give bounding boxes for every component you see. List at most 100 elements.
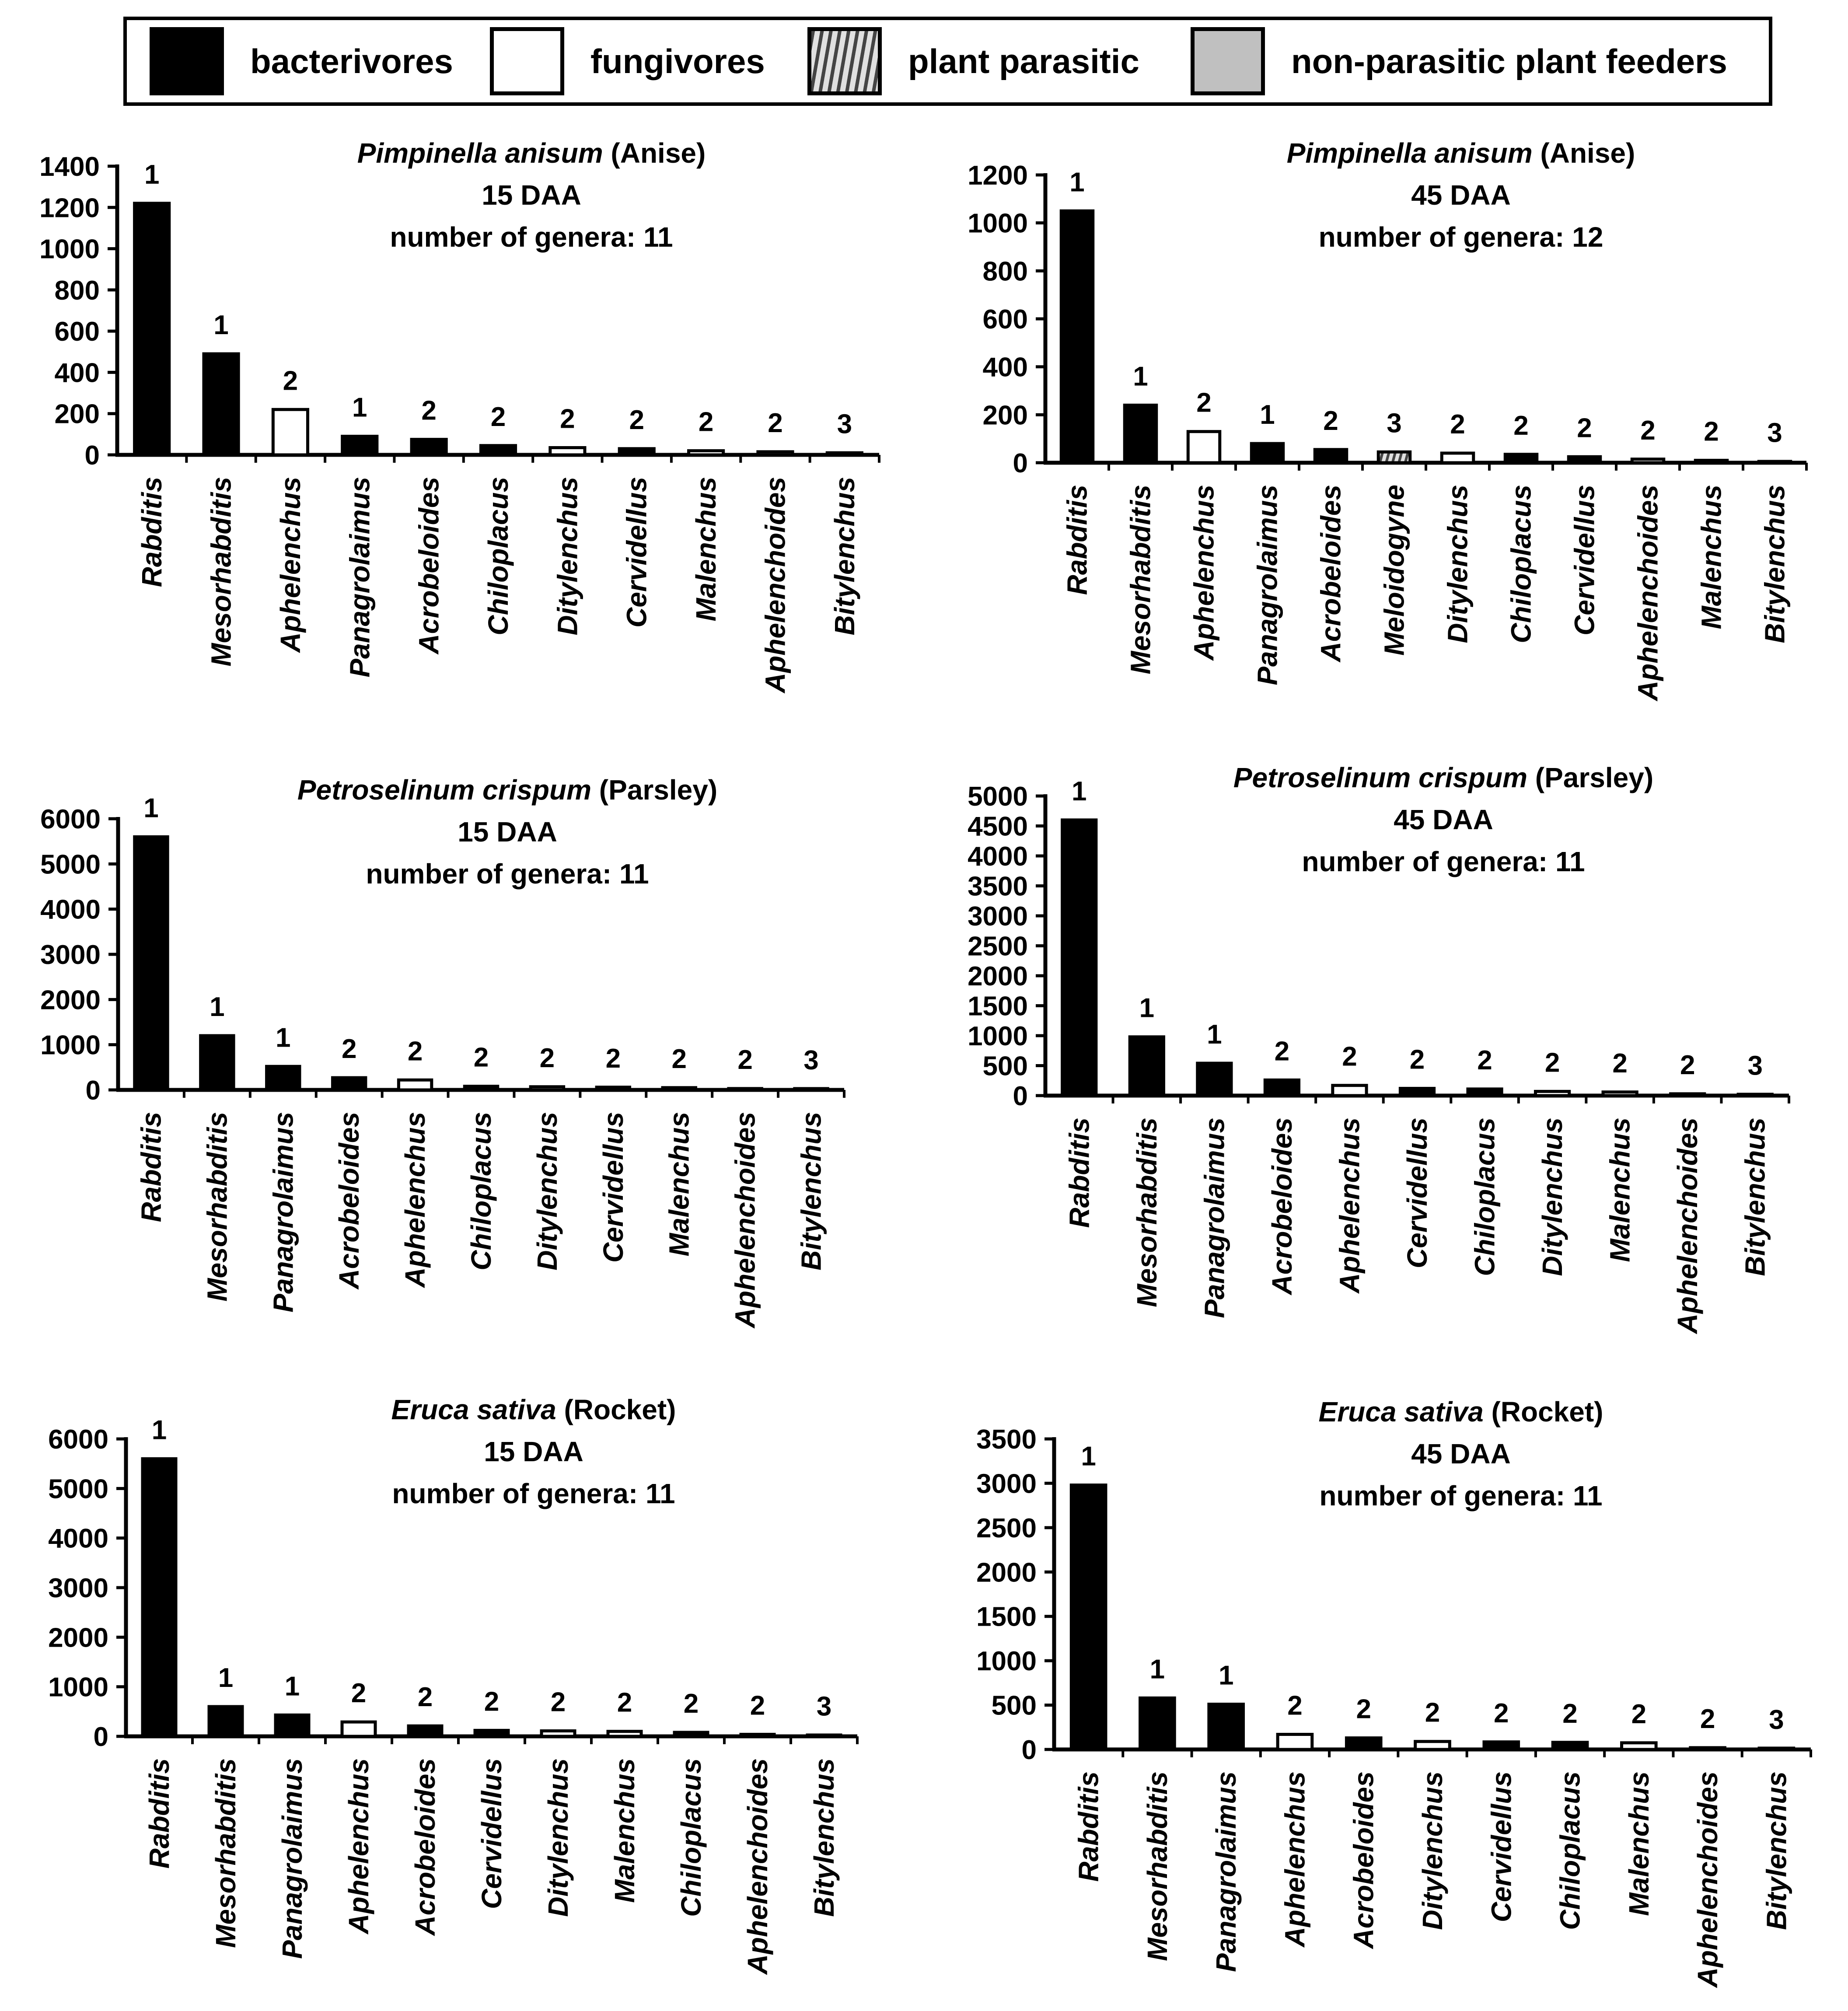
y-tick-label: 500	[992, 1691, 1037, 1721]
bar-malenchus	[1620, 1741, 1658, 1751]
bar-rabditis	[1069, 1483, 1107, 1751]
category-label: Bitylenchus	[796, 1112, 827, 1271]
non-parasitic-swatch	[1191, 27, 1265, 95]
y-tick-label: 6000	[48, 1424, 108, 1455]
bar-ditylenchus	[1534, 1089, 1571, 1097]
bar-panagrolaimus	[265, 1065, 301, 1092]
category-label: Panagrolaimus	[1210, 1771, 1242, 1972]
chart-title: Pimpinella anisum (Anise)	[1287, 137, 1635, 169]
category-label: Bitylenchus	[829, 477, 860, 635]
bar-mesorhabditis	[1128, 1035, 1165, 1097]
chart-2: Pimpinella anisum (Anise) 45 DAA number of…	[968, 137, 1808, 702]
cp-label: 2	[1287, 1691, 1302, 1721]
y-tick-label: 800	[55, 276, 100, 306]
category-label: Cervidellus	[476, 1758, 507, 1909]
cp-label: 2	[699, 407, 713, 437]
category-label: Meloidogyne	[1379, 485, 1410, 656]
bar-rabditis	[141, 1457, 178, 1738]
cp-label: 2	[1196, 388, 1211, 418]
cp-label: 2	[1323, 406, 1338, 436]
bar-aphelenchus	[397, 1078, 433, 1092]
bar-aphelenchoides	[739, 1732, 776, 1738]
category-label: Acrobeloides	[413, 477, 445, 655]
chart-genera-count: number of genera: 11	[390, 221, 673, 253]
bar-mesorhabditis	[202, 352, 240, 457]
bar-malenchus	[1694, 459, 1729, 464]
category-label: Mesorhabditis	[1142, 1771, 1173, 1961]
bar-cervidellus	[1482, 1740, 1520, 1751]
bar-acrobeloides	[410, 438, 448, 457]
cp-label: 2	[421, 396, 436, 426]
chart-genera-count: number of genera: 11	[1319, 1480, 1602, 1512]
y-tick-label: 1000	[968, 209, 1028, 239]
category-label: Ditylenchus	[1417, 1771, 1448, 1930]
fungivores-swatch	[490, 27, 564, 95]
y-tick-label: 4500	[968, 812, 1028, 842]
category-label: Chiloplacus	[1555, 1771, 1586, 1930]
cp-label: 2	[1425, 1698, 1440, 1728]
chart-title: Eruca sativa (Rocket)	[1319, 1396, 1603, 1428]
category-label: Panagrolaimus	[1198, 1117, 1230, 1318]
chart-title-species: Eruca sativa	[391, 1394, 556, 1425]
chart-genera-count: number of genera: 11	[1302, 846, 1585, 877]
cp-label: 1	[1139, 993, 1154, 1023]
chart-title-common: (Anise)	[603, 137, 706, 169]
y-tick-label: 3500	[976, 1424, 1037, 1455]
category-label: Chiloplacus	[1506, 485, 1537, 643]
category-label: Aphelenchoides	[1692, 1771, 1723, 1988]
category-label: Acrobeloides	[1315, 485, 1347, 663]
bar-panagrolaimus	[1207, 1703, 1245, 1751]
cp-label: 1	[1150, 1654, 1165, 1684]
bar-malenchus	[687, 449, 725, 457]
y-tick-label: 200	[983, 400, 1028, 430]
category-label: Aphelenchus	[1334, 1117, 1365, 1294]
cp-label: 3	[817, 1692, 831, 1722]
category-label: Rabditis	[136, 477, 168, 587]
cp-label: 2	[1494, 1698, 1509, 1728]
bar-aphelenchoides	[1689, 1746, 1726, 1751]
y-tick-label: 6000	[40, 804, 101, 834]
cp-label: 1	[143, 793, 158, 823]
cp-label: 2	[1577, 413, 1592, 443]
cp-label: 2	[617, 1688, 632, 1718]
legend-item-bacterivores: bacterivores	[150, 20, 453, 102]
y-tick-label: 2000	[40, 985, 101, 1015]
category-label: Acrobeloides	[409, 1758, 441, 1936]
y-tick-label: 1500	[968, 992, 1028, 1022]
cp-label: 1	[1207, 1019, 1222, 1050]
y-tick-label: 2500	[976, 1513, 1037, 1543]
chart-subtitle: 45 DAA	[1394, 804, 1493, 835]
chart-subtitle: 15 DAA	[482, 179, 581, 211]
bar-chiloplacus	[1466, 1087, 1503, 1097]
y-tick-label: 1000	[968, 1021, 1028, 1051]
cp-label: 1	[1081, 1441, 1096, 1471]
category-label: Rabditis	[1062, 485, 1093, 595]
bar-mesorhabditis	[207, 1705, 244, 1738]
bar-aphelenchoides	[756, 450, 794, 457]
chart-genera-count: number of genera: 12	[1319, 221, 1603, 253]
y-tick-label: 2000	[48, 1623, 108, 1653]
chart-title-species: Pimpinella anisum	[357, 137, 603, 169]
bar-ditylenchus	[540, 1729, 576, 1738]
bar-aphelenchoides	[1630, 457, 1666, 464]
cp-label: 1	[210, 992, 224, 1022]
bar-malenchus	[1601, 1090, 1638, 1097]
legend-item-non-parasitic: non-parasitic plant feeders	[1191, 20, 1727, 102]
bar-aphelenchus	[1276, 1733, 1314, 1751]
category-label: Mesorhabditis	[1131, 1117, 1163, 1307]
category-label: Cervidellus	[1485, 1771, 1517, 1922]
y-tick-label: 0	[86, 1075, 101, 1106]
y-tick-label: 500	[983, 1051, 1028, 1082]
category-label: Acrobeloides	[333, 1112, 365, 1290]
bar-cervidellus	[618, 447, 656, 457]
legend-label-fungivores: fungivores	[590, 42, 765, 80]
y-tick-label: 800	[983, 256, 1028, 286]
category-label: Bitylenchus	[1759, 485, 1791, 643]
cp-label: 1	[152, 1415, 167, 1445]
bar-bitylenchus	[1757, 460, 1792, 464]
legend-item-plant-parasitic: plant parasitic	[807, 20, 1139, 102]
category-label: Malenchus	[1696, 485, 1727, 629]
cp-label: 2	[750, 1690, 765, 1721]
category-label: Rabditis	[1063, 1117, 1095, 1228]
bar-mesorhabditis	[1123, 403, 1158, 464]
